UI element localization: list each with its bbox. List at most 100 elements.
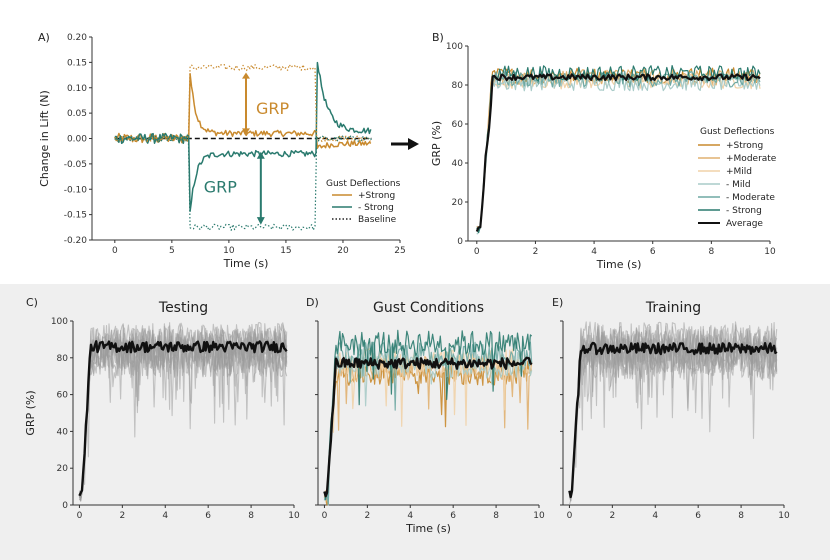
y-tick-label: 100	[446, 42, 463, 52]
legend-A: Gust Deflections +Strong - Strong Baseline	[326, 179, 401, 225]
x-axis-label: Time (s)	[223, 257, 269, 270]
grp-annotation-plus: GRP	[256, 99, 290, 118]
x-axis-label: Time (s)	[405, 522, 451, 535]
panel-label: D)	[306, 296, 319, 309]
x-tick-label: 6	[695, 511, 701, 521]
series-strong	[476, 64, 761, 234]
series-mild	[476, 73, 761, 232]
series-strong	[476, 67, 761, 231]
x-tick-label: 8	[248, 511, 254, 521]
x-tick-label: 10	[764, 247, 776, 257]
legend-entry: - Mild	[726, 180, 751, 190]
x-tick-label: 10	[288, 511, 300, 521]
x-tick-label: 20	[337, 246, 349, 256]
gust-trace	[323, 341, 533, 505]
legend-B: Gust Deflections +Strong +Moderate +Mild - M…	[698, 127, 777, 229]
x-tick-label: 25	[394, 246, 405, 256]
gust-trace	[323, 329, 533, 501]
y-tick-label: 0.00	[67, 135, 87, 145]
legend-title: Gust Deflections	[326, 179, 401, 189]
y-tick-label: 0.10	[67, 84, 87, 94]
legend-entry: - Strong	[726, 206, 762, 216]
x-tick-label: 4	[652, 511, 658, 521]
y-tick-label: 100	[51, 317, 68, 327]
y-axis-label: GRP (%)	[24, 390, 37, 435]
legend-title: Gust Deflections	[700, 127, 775, 137]
arrow-head	[242, 128, 250, 135]
x-tick-label: 10	[778, 511, 790, 521]
y-tick-label: -0.05	[64, 160, 87, 170]
x-tick-label: 2	[119, 511, 125, 521]
x-tick-label: 8	[738, 511, 744, 521]
y-tick-label: 60	[452, 120, 464, 130]
y-tick-label: -0.20	[64, 236, 88, 246]
x-tick-label: 4	[162, 511, 168, 521]
x-tick-label: 15	[280, 246, 291, 256]
grp-annotation-minus: GRP	[204, 178, 238, 197]
y-axis-label: GRP (%)	[430, 121, 443, 166]
x-tick-label: 6	[205, 511, 211, 521]
y-tick-label: 0.05	[67, 109, 87, 119]
x-tick-label: 0	[474, 247, 480, 257]
legend-entry: +Moderate	[726, 154, 777, 164]
arrow-a-to-b-head	[408, 138, 419, 150]
baseline-minus	[114, 134, 372, 231]
y-tick-label: 20	[452, 198, 464, 208]
y-tick-label: 40	[452, 159, 464, 169]
y-tick-label: 0	[457, 237, 463, 247]
x-tick-label: 2	[364, 511, 370, 521]
series-moderate	[476, 68, 761, 229]
panel-label: E)	[552, 296, 563, 309]
y-tick-label: 60	[57, 391, 69, 401]
panel-label: B)	[432, 31, 444, 44]
legend-entry: Average	[726, 219, 763, 229]
x-tick-label: 0	[567, 511, 573, 521]
x-tick-label: 10	[533, 511, 545, 521]
panel-A: 0 5 10 15 20 25 -0.20 -0.15 -0.10 -0.05 0.00 0.05 0.…	[38, 31, 406, 270]
series-average	[475, 73, 761, 232]
x-tick-label: 2	[609, 511, 615, 521]
panel-label: C)	[26, 296, 38, 309]
legend-entry: +Strong	[358, 191, 395, 201]
y-tick-label: 20	[57, 464, 69, 474]
mean-trace	[78, 340, 288, 497]
gray-trace	[78, 337, 288, 501]
panel-title: Testing	[158, 300, 208, 316]
x-tick-label: 6	[650, 247, 656, 257]
y-tick-label: -0.15	[64, 211, 87, 221]
x-tick-label: 2	[533, 247, 539, 257]
y-tick-label: 0.15	[67, 58, 87, 68]
series-moderate	[476, 70, 761, 233]
x-tick-label: 0	[112, 246, 118, 256]
x-tick-label: 10	[223, 246, 235, 256]
series-minus-strong	[114, 61, 372, 212]
legend-entry: - Strong	[358, 203, 394, 213]
x-tick-label: 4	[407, 511, 413, 521]
y-tick-label: 80	[452, 81, 464, 91]
series-mild	[476, 74, 761, 235]
x-tick-label: 4	[591, 247, 597, 257]
series-plus-strong	[114, 73, 372, 149]
legend-entry: Baseline	[358, 215, 397, 225]
mean-trace	[568, 341, 778, 499]
x-tick-label: 6	[450, 511, 456, 521]
panel-title: Training	[645, 300, 701, 316]
arrow-head	[256, 151, 265, 159]
x-tick-label: 8	[708, 247, 714, 257]
arrow-head	[242, 72, 250, 79]
baseline-plus	[114, 63, 372, 143]
mean-trace	[323, 356, 533, 498]
legend-entry: +Strong	[726, 141, 763, 151]
y-tick-label: 80	[57, 354, 69, 364]
y-tick-label: 40	[57, 427, 69, 437]
y-tick-label: 0	[62, 501, 68, 511]
y-tick-label: -0.10	[64, 185, 88, 195]
arrow-head	[256, 217, 265, 225]
y-tick-label: 0.20	[67, 33, 87, 43]
panel-D: 0 2 4 6 8 10 Time (s) Gust Conditions D)	[306, 296, 545, 535]
x-tick-label: 5	[169, 246, 175, 256]
gray-trace	[569, 331, 778, 499]
